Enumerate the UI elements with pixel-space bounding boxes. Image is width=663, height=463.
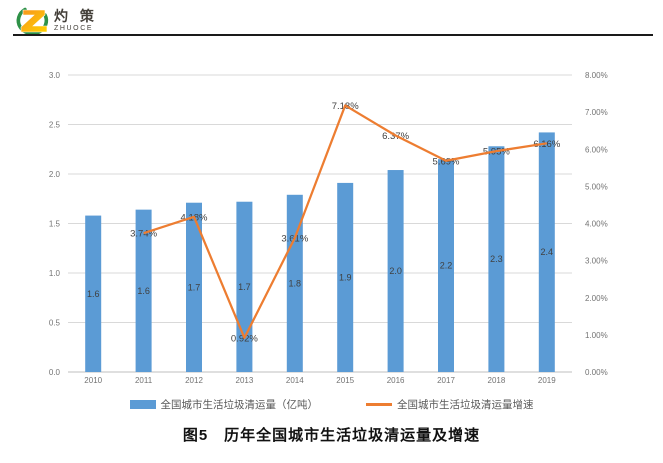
- zhuoce-logo-icon: [16, 7, 49, 36]
- header-divider: [13, 34, 653, 36]
- bar-2017: [438, 159, 454, 372]
- logo-name-cn: 灼 策: [54, 7, 98, 24]
- figure-caption: 图5 历年全国城市生活垃圾清运量及增速: [182, 427, 481, 444]
- bar-value-label: 1.9: [339, 272, 352, 282]
- bar-value-label: 2.3: [490, 254, 503, 264]
- left-axis-tick: 2.5: [49, 121, 61, 130]
- x-axis-label: 2014: [286, 376, 304, 385]
- bar-2016: [387, 170, 404, 372]
- x-axis-label: 2018: [488, 376, 506, 385]
- right-axis-tick: 7.00%: [585, 108, 608, 117]
- bar-series-label: 全国城市生活垃圾清运量（亿吨）: [160, 399, 319, 411]
- right-axis-tick: 1.00%: [585, 331, 608, 340]
- bar-2012: [186, 202, 202, 372]
- chart-canvas: 0.0 0.5 1.0 1.5 2.0 2.5 3.0 0.00% 1.00% 2.00% 3.00…: [49, 71, 608, 385]
- bar-2018: [488, 146, 505, 372]
- right-axis-tick: 4.00%: [585, 220, 608, 229]
- line-series-label: 全国城市生活垃圾清运量增速: [397, 399, 534, 411]
- x-axis-label: 2011: [135, 376, 153, 385]
- logo-name-en: ZHUOCE: [54, 24, 94, 32]
- left-axis-tick: 1.5: [49, 220, 61, 229]
- bar-value-label: 2.0: [389, 266, 402, 276]
- line-value-label: 3.74%: [130, 229, 157, 240]
- left-axis-tick: 2.0: [49, 170, 61, 179]
- bar-value-label: 1.8: [289, 278, 302, 288]
- logo-green-swoosh: [16, 7, 49, 36]
- bar-value-label: 2.4: [541, 247, 554, 257]
- bar-2011: [135, 209, 152, 372]
- bar-2014: [286, 194, 303, 372]
- logo-z-glyph: [20, 9, 48, 33]
- bar-value-label: 1.7: [188, 282, 201, 292]
- right-axis-tick: 0.00%: [585, 368, 608, 377]
- right-axis-tick: 2.00%: [585, 294, 608, 303]
- bar-value-label: 1.7: [238, 282, 251, 292]
- left-axis-tick: 3.0: [49, 71, 61, 80]
- x-axis-label: 2015: [336, 376, 354, 385]
- logo-text: 灼 策 ZHUOCE: [54, 9, 98, 32]
- line-value-label: 6.16%: [533, 139, 560, 150]
- right-axis-tick: 8.00%: [585, 71, 608, 80]
- legend-item-line-series: 全国城市生活垃圾清运量增速: [366, 397, 534, 412]
- left-axis-tick: 1.0: [49, 269, 61, 278]
- bar-2019: [538, 132, 555, 372]
- line-series-swatch: [366, 403, 392, 406]
- zhuoce-logo: 灼 策 ZHUOCE: [14, 3, 164, 37]
- bar-value-label: 1.6: [87, 289, 100, 299]
- bar-value-label: 2.2: [440, 261, 453, 271]
- right-axis-tick: 3.00%: [585, 257, 608, 266]
- chart-legend: 全国城市生活垃圾清运量（亿吨） 全国城市生活垃圾清运量增速: [0, 397, 663, 412]
- x-axis-label: 2010: [84, 376, 102, 385]
- right-axis-tick: 6.00%: [585, 145, 608, 154]
- left-axis-tick: 0.0: [49, 368, 61, 377]
- growth-rate-line: [143, 104, 547, 339]
- right-axis-tick: 5.00%: [585, 182, 608, 191]
- x-axis-label: 2016: [387, 376, 405, 385]
- bar-2015: [337, 182, 354, 372]
- x-axis-label: 2012: [185, 376, 203, 385]
- x-axis-label: 2013: [236, 376, 254, 385]
- bar-2010: [85, 215, 102, 372]
- legend-item-bar-series: 全国城市生活垃圾清运量（亿吨）: [129, 397, 319, 412]
- bar-value-label: 1.6: [137, 286, 150, 296]
- x-axis-label: 2019: [538, 376, 556, 385]
- bar-series-swatch: [129, 400, 156, 409]
- x-axis-label: 2017: [437, 376, 455, 385]
- left-axis-tick: 0.5: [49, 319, 61, 328]
